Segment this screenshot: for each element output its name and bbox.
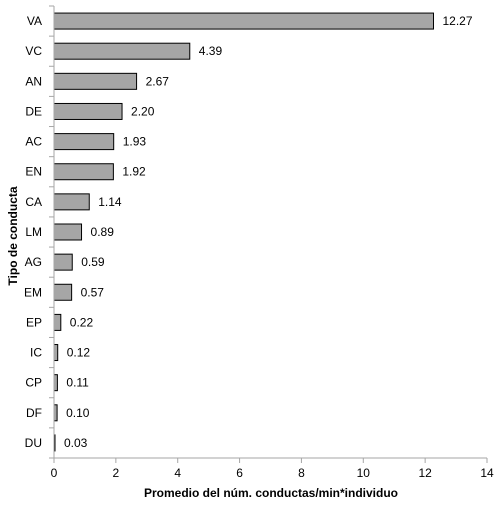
data-label-df: 0.10 <box>66 406 90 420</box>
x-tick-label-0: 0 <box>51 466 58 480</box>
bar-va <box>53 12 434 30</box>
category-label-lm: LM <box>25 225 42 239</box>
x-axis-title: Promedio del núm. conductas/min*individu… <box>144 486 398 500</box>
category-label-ep: EP <box>26 315 42 329</box>
data-label-ag: 0.59 <box>81 255 105 269</box>
category-label-en: EN <box>25 165 42 179</box>
category-label-de: DE <box>25 104 42 118</box>
category-label-df: DF <box>26 406 42 420</box>
bar-em <box>53 283 73 301</box>
data-label-ep: 0.22 <box>70 315 94 329</box>
category-label-ac: AC <box>25 135 42 149</box>
category-label-va: VA <box>27 14 42 28</box>
bar-cp <box>53 374 58 392</box>
y-axis-title: Tipo de conducta <box>6 186 20 285</box>
category-label-ag: AG <box>25 255 42 269</box>
data-label-vc: 4.39 <box>199 44 223 58</box>
x-tick-label-12: 12 <box>418 466 432 480</box>
data-label-ca: 1.14 <box>98 195 122 209</box>
bar-ac <box>53 133 115 151</box>
data-label-em: 0.57 <box>81 285 105 299</box>
bar-en <box>53 163 114 181</box>
bar-lm <box>53 223 83 241</box>
x-tick-label-6: 6 <box>236 466 243 480</box>
data-label-cp: 0.11 <box>66 376 89 390</box>
category-label-du: DU <box>25 436 42 450</box>
data-label-en: 1.92 <box>122 165 146 179</box>
bar-ep <box>53 313 62 331</box>
category-label-ca: CA <box>25 195 42 209</box>
category-label-cp: CP <box>25 376 42 390</box>
category-label-vc: VC <box>25 44 42 58</box>
data-label-va: 12.27 <box>442 14 472 28</box>
x-tick-label-8: 8 <box>298 466 305 480</box>
axes-group: VA 12.27 VC 4.39 AN 2.67 DE 2.20 AC 1.93 EN 1.92 CA 1… <box>24 5 494 480</box>
data-label-de: 2.20 <box>131 104 155 118</box>
data-label-du: 0.03 <box>64 436 88 450</box>
x-tick-label-10: 10 <box>357 466 371 480</box>
category-label-ic: IC <box>30 346 42 360</box>
bar-ca <box>53 193 90 211</box>
data-label-lm: 0.89 <box>91 225 115 239</box>
x-tick-label-4: 4 <box>174 466 181 480</box>
bar-ag <box>53 253 73 271</box>
category-label-an: AN <box>25 74 42 88</box>
data-label-ac: 1.93 <box>123 135 147 149</box>
bar-an <box>53 72 138 90</box>
data-label-ic: 0.12 <box>67 346 91 360</box>
x-tick-label-14: 14 <box>480 466 494 480</box>
category-label-em: EM <box>24 285 42 299</box>
bar-de <box>53 102 123 120</box>
data-label-an: 2.67 <box>146 74 170 88</box>
bar-ic <box>53 344 59 362</box>
bar-vc <box>53 42 191 60</box>
x-tick-label-2: 2 <box>113 466 120 480</box>
